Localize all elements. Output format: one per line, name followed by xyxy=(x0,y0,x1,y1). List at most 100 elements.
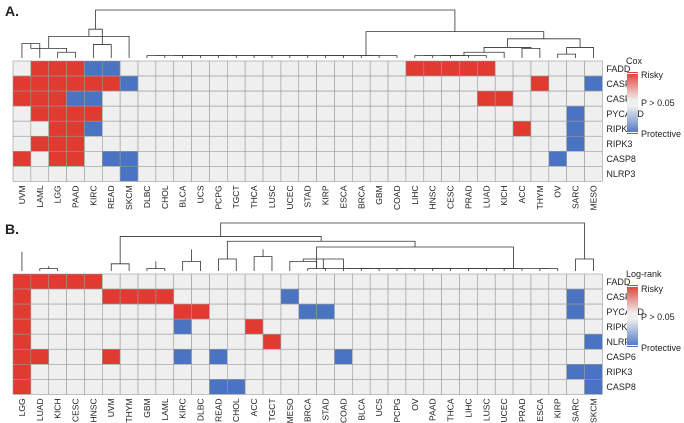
heatmap-cell xyxy=(441,90,460,107)
heatmap-cell xyxy=(441,120,460,137)
heatmap-cell xyxy=(369,151,389,167)
heatmap-cell xyxy=(566,348,585,365)
column-label: ACC xyxy=(249,398,259,416)
heatmap-cell xyxy=(173,379,192,395)
heatmap-cell xyxy=(227,151,246,167)
heatmap-cell xyxy=(459,303,478,320)
heatmap-cell xyxy=(191,135,210,152)
heatmap-cell xyxy=(12,60,32,77)
heatmap-cell xyxy=(316,90,335,107)
heatmap-cell xyxy=(352,318,371,335)
heatmap-cell xyxy=(209,333,228,350)
heatmap-cell xyxy=(173,75,192,92)
heatmap-cell xyxy=(352,120,371,137)
heatmap-cell xyxy=(173,348,192,365)
panel-a-row-labels: FADD CASP1 CASP6 PYCARD RIPK1 RIPK3 CASP8 NLRP3 xyxy=(606,64,644,179)
heatmap-cell xyxy=(316,120,335,137)
heatmap-cell xyxy=(173,303,192,320)
panel-a-legend-gradient xyxy=(627,72,638,134)
heatmap-cell xyxy=(584,303,603,320)
heatmap-cell xyxy=(584,151,603,167)
heatmap-cell xyxy=(227,105,246,122)
heatmap-cell xyxy=(369,318,389,335)
heatmap-cell xyxy=(191,120,210,137)
panel-b-legend: Log-rank Risky P > 0.05 Protective xyxy=(626,269,681,353)
heatmap-cell xyxy=(512,120,532,137)
heatmap-cell xyxy=(227,60,246,77)
heatmap-cell xyxy=(494,379,514,395)
heatmap-cell xyxy=(477,363,496,380)
heatmap-cell xyxy=(12,379,32,395)
heatmap-cell xyxy=(209,151,228,167)
heatmap-cell xyxy=(459,60,478,77)
heatmap-cell xyxy=(137,135,157,152)
column-label: DLBC xyxy=(196,398,206,421)
heatmap-cell xyxy=(137,379,157,395)
heatmap-cell xyxy=(334,120,353,137)
heatmap-cell xyxy=(334,90,353,107)
dendrogram-link xyxy=(335,55,398,58)
column-label: ESCA xyxy=(535,398,545,421)
heatmap-cell xyxy=(477,348,496,365)
heatmap-cell xyxy=(191,303,210,320)
heatmap-cell xyxy=(405,303,425,320)
heatmap-cell xyxy=(530,348,550,365)
heatmap-cell xyxy=(548,166,567,182)
heatmap-cell xyxy=(566,60,585,77)
heatmap-cell xyxy=(512,60,532,77)
heatmap-cell xyxy=(352,105,371,122)
heatmap-cell xyxy=(102,105,121,122)
heatmap-cell xyxy=(155,303,175,320)
heatmap-cell xyxy=(423,105,442,122)
column-label: THCA xyxy=(249,185,259,208)
column-label: HNSC xyxy=(88,398,98,422)
column-label: DLBC xyxy=(142,185,152,208)
heatmap-cell xyxy=(30,379,50,395)
heatmap-cell xyxy=(459,288,478,305)
heatmap-cell xyxy=(298,333,317,350)
panel-a-legend: Cox Risky P > 0.05 Protective xyxy=(626,56,681,139)
row-label: CASP6 xyxy=(606,352,636,362)
heatmap-cell xyxy=(227,379,246,395)
heatmap-cell xyxy=(262,348,282,365)
heatmap-cell xyxy=(334,379,353,395)
heatmap-cell xyxy=(155,348,175,365)
heatmap-cell xyxy=(30,318,50,335)
column-label: SARC xyxy=(571,185,581,209)
heatmap-cell xyxy=(12,120,32,137)
heatmap-cell xyxy=(84,303,103,320)
heatmap-cell xyxy=(477,105,496,122)
heatmap-cell xyxy=(423,135,442,152)
heatmap-cell xyxy=(173,288,192,305)
row-label: RIPK1 xyxy=(606,322,632,332)
column-label: LGG xyxy=(53,185,63,203)
heatmap-cell xyxy=(191,151,210,167)
heatmap-cell xyxy=(298,303,317,320)
heatmap-cell xyxy=(209,75,228,92)
heatmap-cell xyxy=(334,318,353,335)
heatmap-cell xyxy=(227,166,246,182)
heatmap-cell xyxy=(548,318,567,335)
dendrogram-link xyxy=(365,31,545,56)
heatmap-cell xyxy=(227,273,246,290)
heatmap-cell xyxy=(119,60,139,77)
heatmap-cell xyxy=(584,75,603,92)
heatmap-cell xyxy=(423,90,442,107)
heatmap-cell xyxy=(155,135,175,152)
heatmap-cell xyxy=(441,105,460,122)
heatmap-cell xyxy=(209,288,228,305)
heatmap-cell xyxy=(209,135,228,152)
heatmap-cell xyxy=(334,348,353,365)
heatmap-cell xyxy=(316,151,335,167)
heatmap-cell xyxy=(530,363,550,380)
row-label: CASP1 xyxy=(606,79,636,89)
heatmap-cell xyxy=(477,135,496,152)
row-label: CASP8 xyxy=(606,382,636,392)
heatmap-cell xyxy=(173,151,192,167)
panel-a-heatmap-cells xyxy=(12,60,603,182)
heatmap-cell xyxy=(119,273,139,290)
heatmap-cell xyxy=(12,318,32,335)
heatmap-cell xyxy=(369,288,389,305)
heatmap-cell xyxy=(548,333,567,350)
heatmap-cell xyxy=(494,166,514,182)
